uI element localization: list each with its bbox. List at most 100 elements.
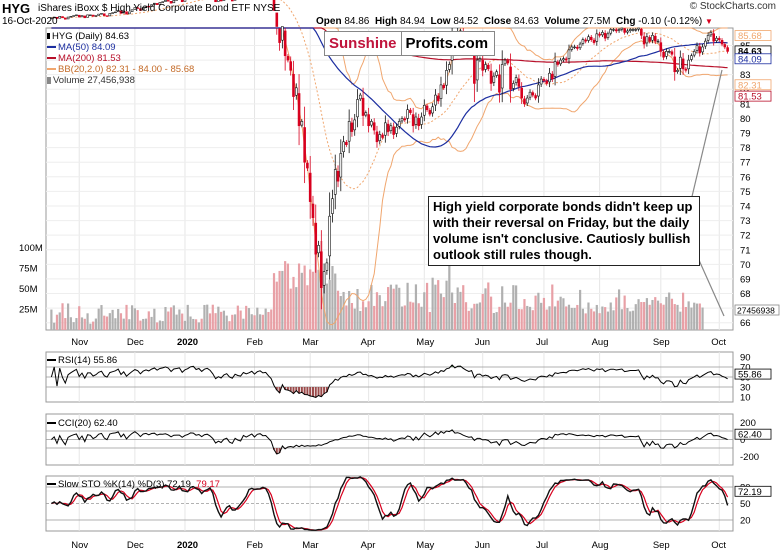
volume-bar	[353, 308, 356, 330]
volume-bar	[451, 292, 454, 330]
volume-bar	[501, 286, 504, 330]
x-tick-label-top: Sep	[653, 337, 670, 348]
price-panel-frame	[45, 27, 734, 331]
x-tick-label-bottom: May	[416, 540, 434, 551]
volume-bar	[534, 295, 537, 330]
volume-bar	[473, 303, 476, 330]
volume-bar	[200, 318, 203, 330]
low-value: 84.52	[453, 16, 479, 27]
line-swatch-icon	[47, 46, 56, 49]
candle-body	[347, 121, 351, 142]
volume-bar	[445, 280, 448, 330]
volume-bar	[331, 266, 334, 330]
volume-bar	[189, 316, 192, 330]
x-tick-label-bottom: Feb	[247, 540, 263, 551]
volume-bar	[250, 314, 253, 330]
volume-bar	[119, 313, 123, 330]
candle-body	[681, 58, 685, 70]
candle-body	[339, 153, 343, 178]
price-y-tick-label: 71	[740, 245, 751, 256]
candle-body	[584, 39, 587, 42]
candle-body	[717, 38, 721, 40]
candle-body	[69, 16, 73, 18]
candle-body	[428, 110, 432, 115]
volume-bar	[259, 314, 262, 330]
volume-bar	[553, 306, 557, 330]
candle-body	[692, 51, 696, 56]
volume-bar	[590, 308, 593, 330]
volume-bar	[211, 304, 214, 330]
candle-body	[345, 141, 348, 146]
volume-bar	[231, 314, 234, 330]
candle-body	[153, 2, 156, 5]
candle-body	[328, 215, 331, 257]
volume-bar	[306, 285, 309, 330]
volume-bar	[629, 311, 632, 330]
logo-part-2: Profits.com	[400, 32, 493, 55]
candle-body	[662, 51, 665, 58]
volume-bar	[208, 313, 212, 330]
volume-bar	[423, 292, 426, 330]
candle-body	[587, 36, 590, 41]
price-tag-label: 82.31	[738, 80, 762, 91]
rsi-y-tick-label: 90	[740, 353, 751, 364]
candle-body	[166, 0, 170, 2]
close-label: Close	[483, 16, 512, 27]
volume-bar	[75, 318, 78, 330]
volume-bar	[181, 313, 184, 330]
sunshine-profits-logo: Sunshine Profits.com	[324, 31, 495, 56]
candle-body	[581, 39, 585, 44]
volume-bar	[261, 314, 264, 330]
x-tick-label-top: Mar	[302, 337, 318, 348]
volume-bar	[506, 306, 509, 330]
volume-bar	[573, 307, 576, 330]
legend-ma50: MA(50) 84.09	[47, 42, 116, 53]
volume-bar	[378, 295, 381, 330]
volume-bar	[281, 270, 284, 330]
volume-bar	[489, 296, 493, 330]
candle-body	[645, 36, 649, 44]
volume-bar	[684, 307, 687, 330]
volume-bar	[640, 302, 643, 330]
volume-bar	[665, 296, 668, 330]
candle-body	[528, 91, 532, 98]
volume-bar	[478, 302, 482, 330]
volume-bar	[142, 318, 145, 330]
volume-bar	[264, 308, 267, 330]
candle-body	[442, 85, 446, 89]
candle-body	[695, 45, 699, 51]
candle-body	[400, 118, 404, 122]
line-swatch-icon	[47, 68, 56, 71]
volume-bar	[228, 321, 231, 330]
volume-bar	[526, 305, 529, 330]
candle-body	[314, 222, 318, 255]
candle-body	[105, 15, 109, 17]
candle-body	[676, 70, 679, 72]
volume-axis-label: 50M	[19, 284, 38, 295]
volume-bar	[634, 304, 637, 330]
candle-body	[642, 36, 646, 45]
volume-bar	[456, 287, 459, 330]
volume-bar	[222, 310, 226, 330]
volume-bar	[314, 246, 317, 330]
volume-bar	[339, 296, 342, 330]
volume-bar	[367, 301, 370, 330]
candle-body	[609, 29, 613, 34]
open-label: Open	[316, 16, 342, 27]
candle-body	[395, 126, 398, 134]
candle-body	[473, 52, 476, 84]
volume-bar	[275, 281, 278, 330]
candle-body	[108, 13, 112, 17]
candle-body	[614, 29, 618, 32]
candle-body	[331, 198, 334, 214]
candle-body	[706, 34, 710, 41]
candle-body	[634, 29, 638, 31]
volume-bar	[147, 311, 150, 330]
sto-y-tick-label: 50	[740, 499, 751, 510]
volume-tag-label: 27456938	[737, 306, 775, 316]
legend-rsi: RSI(14) 55.86	[47, 355, 117, 366]
volume-bar	[178, 309, 181, 330]
candle-body	[623, 28, 626, 33]
volume-bar	[233, 314, 237, 330]
candle-body	[492, 75, 496, 83]
